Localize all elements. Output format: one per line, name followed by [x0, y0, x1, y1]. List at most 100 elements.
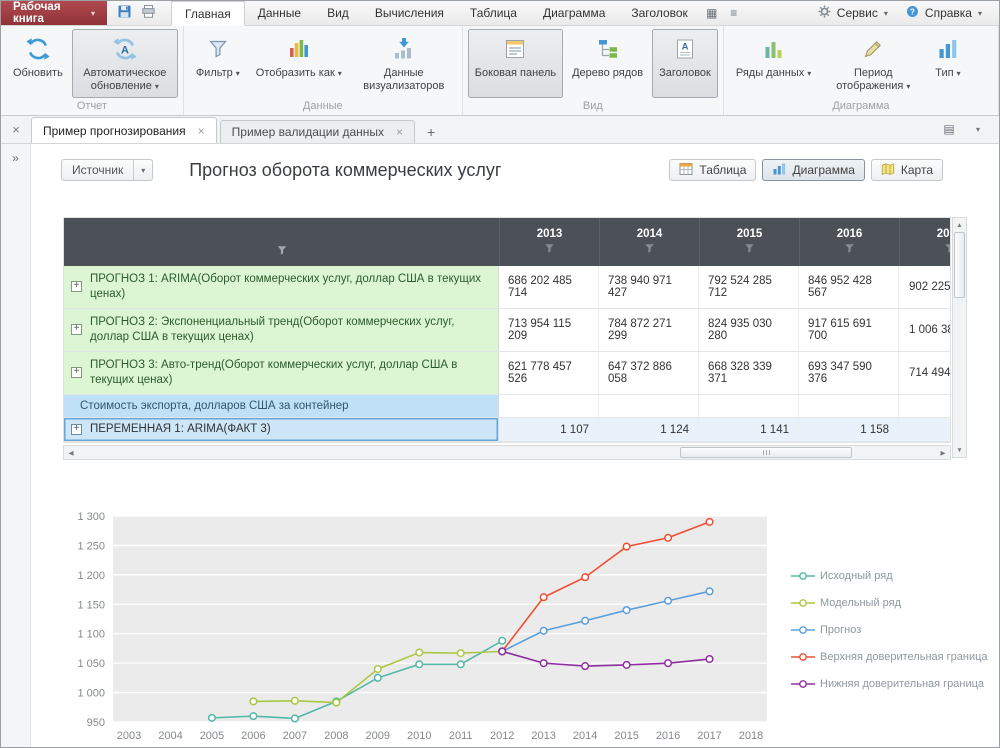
scrollbar-track[interactable]	[953, 298, 966, 443]
ribbon-button-side-panel[interactable]: Боковая панель	[467, 29, 564, 98]
table-column-header[interactable]: 2017	[899, 218, 950, 266]
table-cell	[899, 418, 950, 441]
menu-tab[interactable]: Таблица	[469, 6, 517, 20]
print-preview-button[interactable]	[138, 4, 158, 23]
table-cell	[699, 395, 799, 417]
menu-tab[interactable]: Вид	[327, 6, 349, 20]
ribbon-button-header[interactable]: A Заголовок	[652, 29, 718, 98]
table-column-header[interactable]: 2013	[499, 218, 599, 266]
svg-text:2012: 2012	[490, 730, 514, 742]
table-column-header[interactable]: 2014	[599, 218, 699, 266]
dropdown-caret-icon: ▾	[154, 81, 159, 91]
filter-icon[interactable]	[944, 243, 950, 257]
ribbon-button-visualizer-data[interactable]: Данные визуализаторов	[351, 29, 457, 98]
expand-icon[interactable]: +	[71, 367, 82, 378]
ribbon-group-label: Диаграмма	[832, 100, 890, 112]
svg-text:2006: 2006	[241, 730, 265, 742]
svg-text:2009: 2009	[366, 730, 390, 742]
svg-text:1 100: 1 100	[77, 629, 105, 641]
document-tab[interactable]: Пример валидации данных ×	[219, 120, 416, 143]
scroll-left-icon[interactable]: ◀	[68, 449, 74, 457]
row-label-cell[interactable]: + ПРОГНОЗ 2: Экспоненциальный тренд(Оборо…	[64, 309, 499, 351]
filter-icon[interactable]	[744, 243, 755, 257]
ribbon-group-buttons: Обновить A Автоматическое обновление ▾	[4, 29, 180, 98]
menu-service[interactable]: Сервис ▾	[809, 5, 897, 21]
horizontal-scrollbar[interactable]: ◀ ▶	[63, 445, 951, 460]
legend-item[interactable]: Прогноз	[791, 624, 988, 636]
svg-text:1 150: 1 150	[77, 599, 105, 611]
document-tab[interactable]: Пример прогнозирования ×	[31, 117, 217, 143]
scroll-up-icon[interactable]: ▲	[956, 221, 963, 229]
row-label-cell[interactable]: Стоимость экспорта, долларов США за конт…	[64, 395, 499, 417]
close-tab-icon[interactable]: ×	[396, 125, 404, 139]
filter-icon[interactable]	[276, 245, 287, 259]
table-header-corner	[64, 218, 499, 266]
line-chart: 950 1 000 1 050 1 100 1 150 1 200 1 250 1 300 20…	[77, 511, 767, 742]
svg-text:950: 950	[87, 717, 105, 729]
scrollbar-thumb[interactable]	[680, 447, 852, 458]
dropdown-caret-icon: ▾	[91, 8, 96, 18]
workbook-menu-button[interactable]: Рабочая книга ▾	[1, 1, 108, 25]
ribbon-group-label: Вид	[582, 100, 603, 112]
ribbon-button-filter[interactable]: Фильтр ▾	[189, 29, 247, 98]
source-dropdown[interactable]: Источник ▾	[61, 159, 154, 181]
ribbon-button-series-tree[interactable]: Дерево рядов	[565, 29, 650, 98]
table-column-header[interactable]: 2015	[699, 218, 799, 266]
table-cell: 917 615 691 700	[799, 309, 899, 351]
menu-help[interactable]: ? Справка ▾	[897, 5, 991, 21]
legend-marker-icon	[791, 625, 815, 635]
legend-item[interactable]: Верхняя доверительная граница	[791, 651, 988, 663]
close-tab-icon[interactable]: ×	[197, 123, 205, 138]
legend-item[interactable]: Нижняя доверительная граница	[791, 678, 988, 690]
page-title: Прогноз оборота коммерческих услуг	[189, 159, 502, 180]
vertical-scrollbar[interactable]: ▲ ▼	[952, 217, 967, 458]
table-cell: 686 202 485 714	[499, 266, 599, 308]
row-label: ПРОГНОЗ 1: ARIMA(Оборот коммерческих усл…	[90, 273, 482, 300]
svg-text:2011: 2011	[449, 730, 473, 742]
legend-item[interactable]: Модельный ряд	[791, 597, 988, 609]
column-label: 2016	[836, 227, 863, 240]
ribbon-button-auto-refresh[interactable]: A Автоматическое обновление ▾	[71, 29, 178, 98]
expand-icon[interactable]: +	[71, 324, 82, 335]
view-button-table[interactable]: Таблица	[669, 159, 757, 181]
table-column-header[interactable]: 2016	[799, 218, 899, 266]
grid-icon[interactable]: ▦	[706, 6, 718, 20]
menu-tab[interactable]: Заголовок	[631, 6, 688, 20]
ribbon-button-data-series[interactable]: Ряды данных ▾	[729, 29, 818, 98]
expand-panel-chevron-icon[interactable]: »	[12, 151, 19, 165]
list-icon[interactable]: ≡	[730, 6, 738, 20]
ribbon-button-refresh[interactable]: Обновить	[6, 29, 70, 98]
ribbon-button-display-period[interactable]: Период отображения ▾	[820, 29, 926, 98]
scrollbar-thumb[interactable]	[954, 232, 965, 298]
legend-label: Исходный ряд	[820, 570, 893, 582]
menu-tab[interactable]: Вычисления	[374, 6, 444, 20]
scroll-down-icon[interactable]: ▼	[956, 446, 963, 454]
ribbon-button-type[interactable]: Тип ▾	[928, 29, 967, 98]
ribbon-button-display-as[interactable]: Отобразить как ▾	[249, 29, 349, 98]
view-button-map[interactable]: Карта	[870, 159, 943, 181]
table-cell: 1 107	[499, 418, 599, 441]
menu-tab[interactable]: Главная	[171, 1, 245, 26]
menu-tab[interactable]: Данные	[257, 6, 302, 20]
dropdown-caret-icon[interactable]: ▾	[975, 124, 980, 134]
add-tab-button[interactable]: +	[426, 124, 436, 140]
row-label-cell[interactable]: + ПРОГНОЗ 1: ARIMA(Оборот коммерческих ус…	[64, 266, 499, 308]
scroll-right-icon[interactable]: ▶	[940, 449, 946, 457]
view-button-chart[interactable]: Диаграмма	[762, 159, 865, 181]
filter-icon[interactable]	[644, 243, 655, 257]
save-button[interactable]	[114, 4, 134, 23]
expand-icon[interactable]: +	[71, 423, 82, 435]
filter-icon[interactable]	[544, 243, 555, 257]
chart-area: 950 1 000 1 050 1 100 1 150 1 200 1 250 1 300 20…	[65, 510, 999, 747]
filter-icon[interactable]	[844, 243, 855, 257]
close-icon[interactable]: ×	[12, 122, 20, 137]
row-label-cell[interactable]: + ПЕРЕМЕННАЯ 1: ARIMA(ФАКТ 3)	[64, 418, 499, 441]
layout-icon[interactable]: ▤	[943, 122, 955, 136]
document-tab-label: Пример прогнозирования	[43, 123, 186, 138]
legend-item[interactable]: Исходный ряд	[791, 570, 988, 582]
menu-tab[interactable]: Диаграмма	[542, 6, 606, 20]
expand-icon[interactable]: +	[71, 281, 82, 292]
row-values: 621 778 457 526 647 372 886 058 668 328 33…	[499, 352, 950, 394]
display-period-icon	[861, 34, 885, 64]
row-label-cell[interactable]: + ПРОГНОЗ 3: Авто-тренд(Оборот коммерческ…	[64, 352, 499, 394]
